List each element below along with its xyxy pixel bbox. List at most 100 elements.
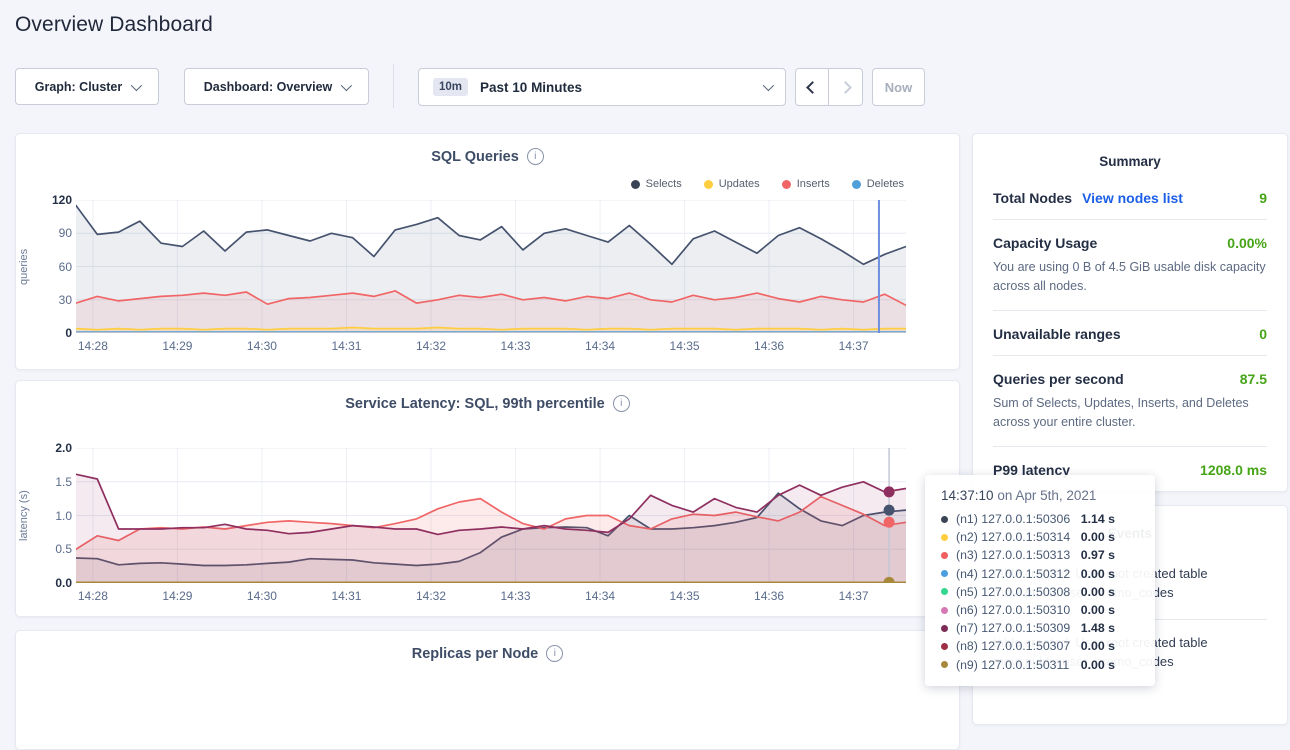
time-step-buttons — [795, 68, 863, 106]
legend-dot-icon — [631, 180, 640, 189]
info-icon[interactable]: i — [613, 395, 630, 412]
chevron-left-icon — [806, 81, 819, 94]
series-dot-icon — [941, 625, 948, 632]
replicas-per-node-title: Replicas per Node i — [16, 645, 959, 662]
series-dot-icon — [941, 534, 948, 541]
y-tick-label: 120 — [52, 193, 72, 207]
y-tick-label: 90 — [59, 226, 72, 240]
series-dot-icon — [941, 552, 948, 559]
tooltip-node-label: (n9) 127.0.0.1:50311 — [956, 658, 1069, 672]
summary-header: Summary — [973, 134, 1287, 175]
x-axis-ticks: 14:2814:2914:3014:3114:3214:3314:3414:35… — [76, 339, 906, 355]
info-icon[interactable]: i — [527, 148, 544, 165]
y-tick-label: 0.5 — [55, 542, 72, 556]
x-tick-label: 14:30 — [247, 589, 277, 603]
summary-row: Queries per second87.5Sum of Selects, Up… — [993, 356, 1267, 447]
chart-hover-tooltip: 14:37:10 on Apr 5th, 2021 (n1) 127.0.0.1… — [925, 475, 1155, 686]
tooltip-node-label: (n3) 127.0.0.1:50313 — [956, 548, 1070, 562]
x-tick-label: 14:33 — [500, 339, 530, 353]
page-root: Overview Dashboard Graph: Cluster Dashbo… — [0, 0, 1290, 689]
time-next-button[interactable] — [829, 68, 863, 106]
tooltip-node-value: 0.00 s — [1081, 567, 1115, 581]
sql-queries-card: SQL Queries i SelectsUpdatesInsertsDelet… — [15, 133, 960, 370]
x-tick-label: 14:34 — [585, 339, 615, 353]
sql-queries-plot[interactable] — [76, 200, 906, 333]
series-dot-icon — [941, 570, 948, 577]
tooltip-row: (n8) 127.0.0.1:503070.00 s — [941, 637, 1141, 655]
now-button[interactable]: Now — [872, 68, 925, 106]
legend-item-deletes: Deletes — [852, 178, 904, 190]
legend-label: Selects — [646, 178, 682, 190]
x-tick-label: 14:37 — [839, 589, 869, 603]
tooltip-node-label: (n1) 127.0.0.1:50306 — [956, 512, 1070, 526]
chevron-down-icon — [763, 80, 774, 91]
tooltip-node-label: (n8) 127.0.0.1:50307 — [956, 639, 1070, 653]
tooltip-node-value: 0.00 s — [1081, 585, 1115, 599]
y-tick-label: 30 — [59, 293, 72, 307]
summary-value: 9 — [1259, 190, 1267, 206]
x-axis-ticks: 14:2814:2914:3014:3114:3214:3314:3414:35… — [76, 589, 906, 605]
tooltip-row: (n2) 127.0.0.1:503140.00 s — [941, 528, 1141, 546]
page-title: Overview Dashboard — [15, 13, 213, 37]
tooltip-node-label: (n6) 127.0.0.1:50310 — [956, 603, 1070, 617]
tooltip-timestamp: 14:37:10 on Apr 5th, 2021 — [941, 488, 1141, 503]
x-tick-label: 14:34 — [585, 589, 615, 603]
series-dot-icon — [941, 588, 948, 595]
info-icon[interactable]: i — [546, 645, 563, 662]
x-tick-label: 14:29 — [162, 339, 192, 353]
view-nodes-list-link[interactable]: View nodes list — [1082, 190, 1183, 206]
x-tick-label: 14:35 — [670, 589, 700, 603]
dashboard-dropdown[interactable]: Dashboard: Overview — [184, 68, 369, 105]
legend-dot-icon — [704, 180, 713, 189]
x-tick-label: 14:32 — [416, 339, 446, 353]
x-tick-label: 14:28 — [78, 339, 108, 353]
legend-label: Deletes — [867, 178, 904, 190]
y-axis-ticks: 0.00.51.01.52.0 — [34, 448, 72, 583]
time-prev-button[interactable] — [795, 68, 829, 106]
legend-item-selects: Selects — [631, 178, 682, 190]
tooltip-node-value: 0.00 s — [1081, 603, 1115, 617]
y-tick-label: 2.0 — [55, 441, 72, 455]
summary-label: Total Nodes — [993, 190, 1072, 206]
summary-panel: Summary Total NodesView nodes list9Capac… — [972, 133, 1288, 492]
x-tick-label: 14:37 — [839, 339, 869, 353]
tooltip-node-label: (n5) 127.0.0.1:50308 — [956, 585, 1070, 599]
controls-divider — [393, 64, 394, 108]
summary-value: 0.00% — [1227, 235, 1267, 251]
chevron-right-icon — [839, 81, 852, 94]
tooltip-node-value: 1.48 s — [1081, 621, 1115, 635]
legend-label: Inserts — [797, 178, 830, 190]
legend-item-inserts: Inserts — [782, 178, 830, 190]
tooltip-node-value: 1.14 s — [1081, 512, 1115, 526]
x-tick-label: 14:35 — [670, 339, 700, 353]
summary-label: Queries per second — [993, 371, 1124, 387]
time-range-badge: 10m — [433, 78, 468, 96]
series-dot-icon — [941, 516, 948, 523]
y-axis-label: latency (s) — [18, 448, 34, 583]
tooltip-row: (n1) 127.0.0.1:50306 1.14 s — [941, 510, 1141, 528]
tooltip-node-label: (n7) 127.0.0.1:50309 — [956, 621, 1070, 635]
x-tick-label: 14:36 — [754, 339, 784, 353]
x-tick-label: 14:30 — [247, 339, 277, 353]
x-tick-label: 14:36 — [754, 589, 784, 603]
y-axis-ticks: 0306090120 — [34, 200, 72, 333]
chevron-down-icon — [341, 79, 352, 90]
chevron-down-icon — [131, 79, 142, 90]
tooltip-row: (n4) 127.0.0.1:50312 0.00 s — [941, 565, 1141, 583]
graph-dropdown[interactable]: Graph: Cluster — [15, 68, 159, 105]
sql-queries-legend: Selects Updates Inserts Deletes — [631, 178, 904, 190]
series-dot-icon — [941, 661, 948, 668]
y-tick-label: 0.0 — [55, 576, 72, 590]
y-tick-label: 0 — [65, 326, 72, 340]
y-tick-label: 60 — [59, 260, 72, 274]
summary-value: 1208.0 ms — [1200, 462, 1267, 478]
tooltip-node-label: (n2) 127.0.0.1:50314 — [956, 530, 1070, 544]
legend-item-updates: Updates — [704, 178, 760, 190]
service-latency-card: Service Latency: SQL, 99th percentile i … — [15, 380, 960, 617]
x-tick-label: 14:28 — [78, 589, 108, 603]
service-latency-plot[interactable] — [76, 448, 906, 583]
y-tick-label: 1.0 — [55, 509, 72, 523]
tooltip-node-label: (n4) 127.0.0.1:50312 — [956, 567, 1070, 581]
summary-description: Sum of Selects, Updates, Inserts, and De… — [993, 394, 1267, 433]
time-range-dropdown[interactable]: 10m Past 10 Minutes — [418, 68, 786, 106]
